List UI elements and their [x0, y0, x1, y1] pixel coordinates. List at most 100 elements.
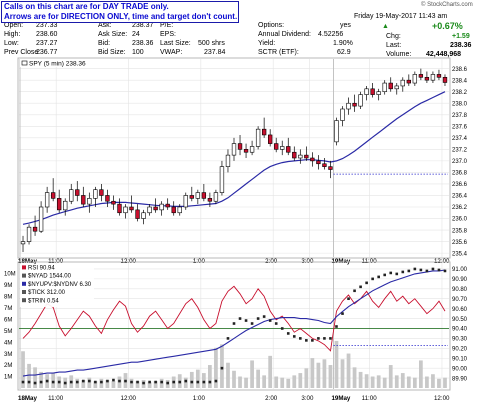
candle [286, 137, 291, 156]
price-tick-label: 237.0 [452, 159, 468, 165]
volume-bar [340, 359, 345, 388]
volume-bar [93, 381, 98, 388]
candle-body [111, 200, 116, 205]
indicator-dot [359, 285, 362, 289]
indicator-dot [21, 380, 25, 384]
indicator-dot [323, 337, 326, 340]
open-label: Open: [4, 22, 24, 29]
candle [75, 181, 80, 202]
price-tick-label: 235.4 [452, 251, 468, 257]
candle [201, 183, 207, 202]
candle [123, 204, 128, 219]
price-tick-label: 235.6 [452, 240, 468, 246]
indicator-dot [190, 380, 194, 384]
price-tick-label: 237.4 [452, 136, 468, 142]
candle [442, 74, 448, 86]
last-value: 238.36 [450, 42, 472, 49]
indicator-x-tick-label: 11:00 [48, 395, 64, 402]
candle [117, 198, 122, 216]
price-tick-label: 237.8 [452, 113, 468, 119]
volume-bar [189, 371, 194, 388]
indicator-left-tick-label: 1M [4, 375, 12, 381]
indicator-right-axis: 91.00 90.90 90.80 90.70 90.60 90.50 90.40 90.30… [452, 267, 468, 382]
candle [32, 215, 38, 236]
candle-body [201, 192, 207, 199]
candle [105, 189, 110, 207]
bid-size-label: Bid Size: [98, 49, 126, 56]
chart-note: Calls on this chart are for DAY TRADE on… [1, 1, 239, 23]
candle [268, 129, 273, 147]
candle [274, 137, 279, 153]
volume-bar [310, 358, 315, 388]
candle [418, 68, 424, 81]
candle-body [50, 192, 56, 199]
indicator-x-tick-label: 12:00 [121, 395, 137, 402]
candle-body [63, 200, 68, 211]
candle-body [352, 102, 357, 107]
volume-bar [39, 371, 43, 388]
candle [400, 77, 405, 92]
indicator-legend-swatch [22, 273, 26, 278]
note-line-2: Arrows are for DIRECTION ONLY, time and … [4, 12, 238, 21]
indicator-left-tick-label: 4M [4, 340, 12, 346]
indicator-legend-entry: $NYUPV:$NYDNV 6.30 [28, 282, 92, 288]
candle [38, 201, 44, 233]
indicator-dot [425, 269, 429, 273]
indicator-x-tick-label: 1:00 [193, 395, 206, 402]
indicator-dot [154, 380, 157, 384]
candle-body [153, 206, 158, 211]
low-label: Low: [4, 40, 19, 47]
volume-bar [406, 376, 411, 388]
volume-bar [232, 370, 236, 388]
candle-body [370, 88, 375, 95]
price-tick-label: 236.8 [452, 171, 468, 177]
volume-bar [322, 359, 327, 388]
candle-body [328, 166, 333, 170]
candle-body [147, 206, 152, 214]
price-tick-label: 238.2 [452, 90, 468, 96]
volume-bar [268, 355, 273, 388]
indicator-dot [250, 322, 254, 325]
indicator-dot [347, 297, 350, 301]
candle-body [346, 102, 351, 110]
candle-body [424, 76, 430, 81]
indicator-dot [377, 275, 380, 279]
volume-bar [135, 381, 140, 388]
indicator-dot [106, 379, 109, 383]
indicator-dot [389, 271, 393, 275]
volume-bar [244, 377, 248, 388]
indicator-dot [292, 335, 296, 338]
volume-bar [51, 373, 56, 388]
volume-bar [334, 340, 339, 388]
indicator-left-tick-label: 2M [4, 363, 12, 369]
indicator-legend-swatch [22, 281, 26, 286]
candle [358, 91, 363, 109]
indicator-dot [39, 380, 43, 384]
candle-body [237, 143, 243, 150]
candle-body [165, 203, 170, 208]
volume-bar [111, 381, 116, 388]
candle-body [105, 195, 110, 202]
up-arrow-icon: ▲ [382, 23, 389, 30]
price-legend: SPY (5 min) 238.36 [29, 61, 86, 68]
candle-body [123, 206, 128, 214]
volume-bar [129, 378, 134, 388]
volume-bar [316, 362, 321, 388]
indicator-dot [27, 380, 31, 384]
indicator-right-tick-label: 90.70 [452, 297, 468, 303]
candle-body [322, 163, 327, 167]
volume-bar [388, 365, 393, 388]
candle [388, 77, 393, 92]
candle-body [400, 79, 405, 87]
indicator-dot [81, 379, 85, 383]
vwap-value: 237.84 [204, 49, 226, 56]
volume-bar [21, 351, 25, 388]
indicator-x-tick-label: 19May [331, 395, 350, 402]
candle [111, 195, 116, 210]
price-tick-label: 236.4 [452, 194, 468, 200]
last-label: Last: [386, 42, 402, 49]
candle-body [183, 195, 188, 208]
candle-body [231, 143, 237, 156]
candle-body [310, 157, 315, 162]
pe-label: P/E: [160, 22, 174, 29]
